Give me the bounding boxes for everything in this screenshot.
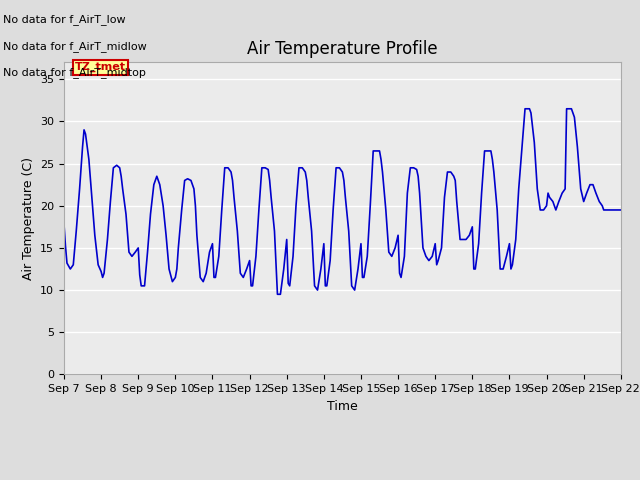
AirT 22m xyxy=(276,291,284,297)
AirT 22m xyxy=(76,186,83,192)
Y-axis label: Air Temperature (C): Air Temperature (C) xyxy=(22,157,35,280)
AirT 22m xyxy=(305,194,312,200)
Text: No data for f_AirT_midtop: No data for f_AirT_midtop xyxy=(3,67,146,78)
AirT 22m xyxy=(521,106,529,112)
AirT 22m xyxy=(447,169,454,175)
X-axis label: Time: Time xyxy=(327,400,358,413)
AirT 22m xyxy=(568,106,575,112)
Text: No data for f_AirT_midlow: No data for f_AirT_midlow xyxy=(3,41,147,52)
AirT 22m xyxy=(274,291,282,297)
AirT 22m xyxy=(224,165,232,171)
AirT 22m xyxy=(617,207,625,213)
Text: TZ_tmet: TZ_tmet xyxy=(75,62,126,72)
Line: AirT 22m: AirT 22m xyxy=(64,109,621,294)
Title: Air Temperature Profile: Air Temperature Profile xyxy=(247,40,438,58)
AirT 22m xyxy=(60,221,68,227)
Text: No data for f_AirT_low: No data for f_AirT_low xyxy=(3,14,126,25)
